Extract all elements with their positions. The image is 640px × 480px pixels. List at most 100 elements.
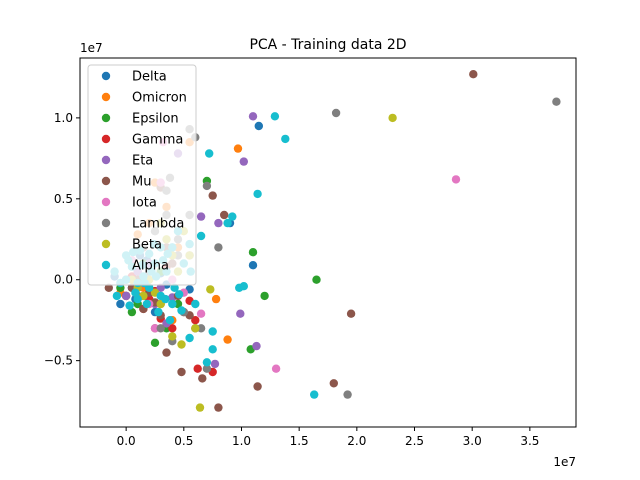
data-point [270,112,280,121]
data-point [331,108,341,118]
legend-marker [101,239,111,249]
data-point [121,291,131,301]
data-point [168,324,177,333]
data-point [248,248,258,257]
chart-title: PCA - Training data 2D [249,37,406,53]
legend-marker [101,71,111,81]
data-point [271,364,281,373]
legend-label: Eta [132,154,153,169]
data-point [196,212,206,221]
data-point [131,288,140,297]
data-point [170,283,179,292]
x-tick-label: 1.5 [290,434,309,448]
x-offset-label: 1e7 [553,455,576,469]
data-point [116,299,125,309]
legend-marker [101,134,111,144]
data-point [248,112,258,121]
data-point [202,181,212,191]
data-point [125,301,134,310]
data-point [253,189,262,199]
data-point [220,210,229,220]
data-point [177,367,186,377]
data-point [228,212,237,221]
data-point [191,316,200,325]
legend-marker [101,155,111,165]
data-point [214,403,223,412]
data-point [281,134,290,144]
legend-marker [101,92,111,102]
data-point [162,348,171,357]
data-point [165,316,175,325]
legend-marker [101,176,111,186]
data-point [191,299,200,309]
data-point [177,306,186,315]
data-point [236,309,245,318]
data-point [168,299,177,309]
data-point [252,341,261,351]
legend-marker [101,260,111,270]
legend: Delta Omicron Epsilon Gamma Eta Mu Iota Lambda B… [87,64,197,286]
data-point [208,345,217,354]
legend-label: Lambda [132,217,184,232]
x-tick-label: 0.5 [174,434,193,448]
legend-label: Alpha [132,259,169,274]
x-tick-label: 1.0 [232,434,251,448]
data-point [239,282,248,291]
data-point [133,294,142,304]
data-point [156,324,165,333]
y-tick-label: 0.5 [54,192,73,206]
x-tick-label: 2.5 [405,434,424,448]
y-axis: −0.5 0.0 0.5 1.0 [44,111,80,368]
legend-marker [101,113,111,123]
data-point [214,218,223,228]
data-point [208,191,217,200]
plot-area [79,57,577,428]
data-point [310,390,319,399]
y-tick-label: 1.0 [54,111,73,125]
data-point [552,97,561,106]
y-tick-label: −0.5 [44,354,73,368]
x-tick-label: 3.0 [463,434,482,448]
data-point [175,290,184,299]
data-point [205,149,214,158]
legend-label: Delta [132,70,167,85]
data-point [202,364,212,373]
data-point [198,374,207,383]
data-point [208,327,217,336]
legend-box [87,64,197,286]
legend-label: Iota [132,196,157,211]
data-point [193,364,202,373]
data-point [195,403,205,412]
data-point [210,359,220,369]
data-point [451,175,461,184]
data-point [196,309,206,318]
data-point [142,299,152,309]
data-point [177,340,186,349]
legend-marker [101,218,111,228]
data-point [211,294,221,304]
data-point [260,291,269,301]
legend-marker [101,197,111,207]
data-point [469,70,478,79]
x-tick-label: 3.5 [520,434,539,448]
data-point [202,358,212,367]
x-axis: 0.0 0.5 1.0 1.5 2.0 2.5 3.0 3.5 [117,427,539,448]
data-point [154,307,163,317]
legend-label: Epsilon [132,112,179,127]
data-point [150,338,160,347]
data-point [196,324,206,333]
data-point [329,379,338,388]
data-point [388,113,397,123]
x-tick-label: 2.0 [347,434,366,448]
x-tick-label: 0.0 [117,434,136,448]
y-offset-label: 1e7 [80,41,103,55]
data-point [156,283,165,292]
data-point [223,335,232,344]
data-point [233,144,243,153]
data-point [248,261,258,270]
data-point [168,332,177,341]
data-point [127,307,137,317]
data-point [206,285,215,294]
data-point [191,324,200,333]
